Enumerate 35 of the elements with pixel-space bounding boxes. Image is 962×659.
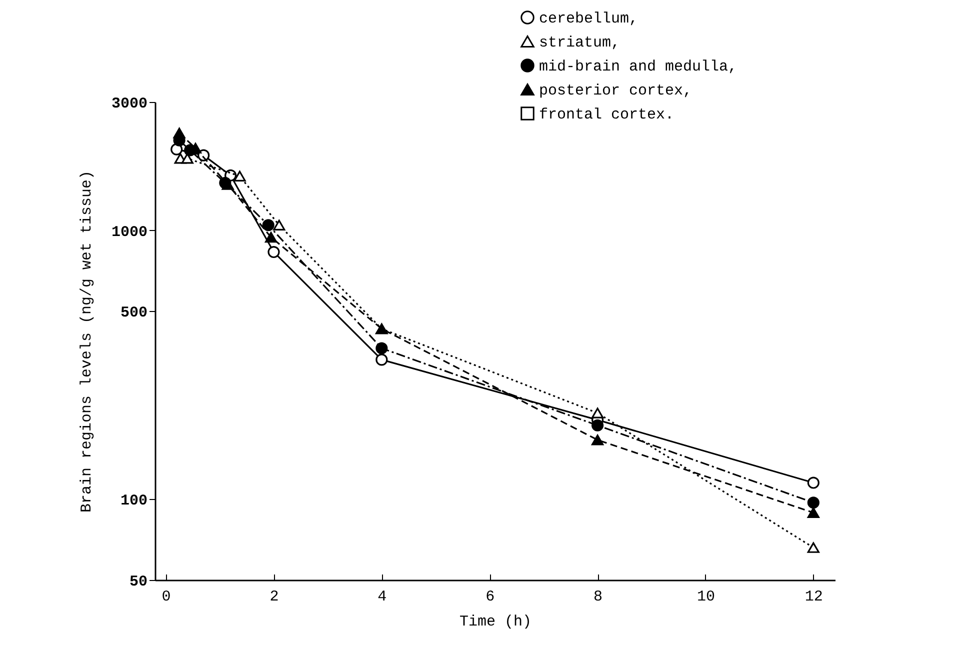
point: [273, 220, 286, 230]
legend-label: cerebellum,: [539, 10, 638, 28]
legend-label: frontal cortex.: [539, 106, 674, 124]
y-tick-label: 500: [120, 304, 148, 322]
x-tick-label: 2: [270, 588, 279, 606]
x-axis-title: Time (h): [459, 614, 532, 630]
point: [591, 434, 604, 446]
point: [264, 232, 278, 243]
x-tick-label: 12: [804, 588, 823, 606]
legend-label: posterior cortex,: [539, 82, 692, 100]
y-tick-label: 3000: [111, 96, 148, 112]
point: [181, 153, 194, 164]
point: [807, 476, 820, 489]
x-tick-label: 10: [696, 588, 715, 606]
y-tick-label: 50: [129, 574, 148, 590]
legend-label: mid-brain and medulla,: [539, 58, 738, 76]
y-tick-label: 1000: [111, 224, 148, 241]
point: [376, 342, 388, 354]
point: [807, 542, 820, 553]
x-tick-label: 4: [378, 588, 387, 606]
y-axis-title: Brain regions levels (ng/g wet tissue): [78, 170, 96, 513]
point: [268, 246, 280, 258]
x-tick-label: 6: [486, 588, 495, 606]
point: [807, 496, 820, 509]
legend-label: striatum,: [539, 34, 620, 52]
x-tick-label: 8: [594, 588, 603, 606]
point: [807, 507, 820, 518]
point: [376, 354, 388, 366]
x-tick-label: 0: [162, 588, 171, 606]
point: [591, 408, 604, 418]
point: [591, 419, 604, 432]
point: [173, 128, 186, 138]
point: [234, 170, 246, 182]
point: [262, 219, 274, 232]
y-tick-label: 100: [120, 492, 148, 510]
